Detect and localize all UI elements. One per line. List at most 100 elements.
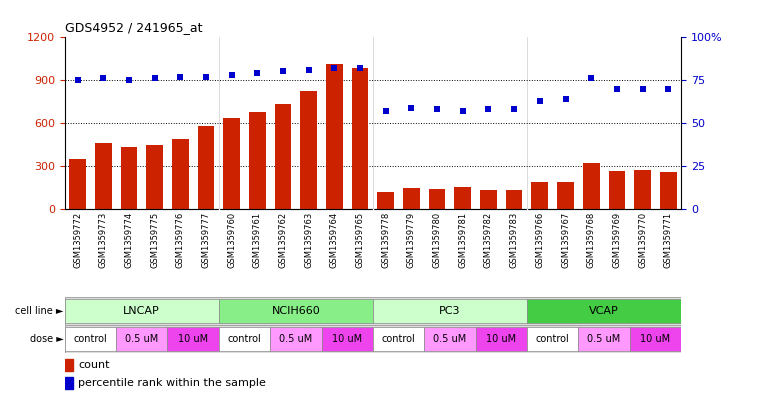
Point: [354, 65, 366, 71]
Bar: [219, 299, 373, 323]
Bar: [634, 170, 651, 209]
Point: [72, 77, 84, 83]
Text: control: control: [382, 334, 416, 344]
Bar: [373, 327, 425, 351]
Bar: [377, 192, 394, 209]
Text: GSM1359767: GSM1359767: [561, 212, 570, 268]
Point: [148, 75, 161, 81]
Point: [662, 85, 674, 92]
Point: [611, 85, 623, 92]
Bar: [95, 143, 112, 209]
Text: dose ►: dose ►: [30, 334, 63, 344]
Text: GSM1359770: GSM1359770: [638, 212, 647, 268]
Bar: [578, 327, 630, 351]
Point: [123, 77, 135, 83]
Bar: [326, 64, 342, 209]
Point: [225, 72, 237, 78]
Text: PC3: PC3: [439, 306, 460, 316]
Text: GSM1359765: GSM1359765: [355, 212, 365, 268]
Point: [277, 68, 289, 75]
Text: GSM1359762: GSM1359762: [279, 212, 288, 268]
Point: [457, 108, 469, 114]
Point: [406, 105, 418, 111]
Bar: [275, 105, 291, 209]
Text: GSM1359774: GSM1359774: [124, 212, 133, 268]
Text: NCIH660: NCIH660: [272, 306, 320, 316]
Bar: [506, 190, 523, 209]
Text: 10 uM: 10 uM: [486, 334, 517, 344]
Point: [380, 108, 392, 114]
Text: 0.5 uM: 0.5 uM: [125, 334, 158, 344]
Text: 10 uM: 10 uM: [640, 334, 670, 344]
Text: GSM1359769: GSM1359769: [613, 212, 622, 268]
Bar: [69, 159, 86, 209]
Bar: [425, 327, 476, 351]
Bar: [116, 327, 167, 351]
Bar: [527, 327, 578, 351]
Text: GSM1359771: GSM1359771: [664, 212, 673, 268]
Bar: [527, 299, 681, 323]
Text: GSM1359782: GSM1359782: [484, 212, 493, 268]
Text: count: count: [78, 360, 110, 370]
Point: [533, 97, 546, 104]
Bar: [249, 112, 266, 209]
Bar: [322, 327, 373, 351]
Text: GSM1359780: GSM1359780: [432, 212, 441, 268]
Point: [636, 85, 648, 92]
Bar: [454, 187, 471, 209]
Text: GSM1359777: GSM1359777: [202, 212, 211, 268]
Text: percentile rank within the sample: percentile rank within the sample: [78, 378, 266, 388]
Point: [508, 106, 521, 112]
Text: GDS4952 / 241965_at: GDS4952 / 241965_at: [65, 22, 202, 35]
Bar: [480, 190, 497, 209]
Text: GSM1359768: GSM1359768: [587, 212, 596, 268]
Point: [431, 106, 443, 112]
Bar: [660, 173, 677, 209]
Bar: [198, 126, 215, 209]
Point: [200, 73, 212, 80]
Text: LNCAP: LNCAP: [123, 306, 160, 316]
Bar: [583, 163, 600, 209]
Bar: [609, 171, 626, 209]
Text: 10 uM: 10 uM: [178, 334, 209, 344]
Bar: [146, 145, 163, 209]
Text: GSM1359772: GSM1359772: [73, 212, 82, 268]
Text: GSM1359764: GSM1359764: [330, 212, 339, 268]
Text: GSM1359776: GSM1359776: [176, 212, 185, 268]
Text: control: control: [536, 334, 569, 344]
Text: GSM1359779: GSM1359779: [407, 212, 416, 268]
Text: GSM1359763: GSM1359763: [304, 212, 314, 268]
Point: [251, 70, 263, 76]
Text: GSM1359773: GSM1359773: [99, 212, 108, 268]
Text: GSM1359778: GSM1359778: [381, 212, 390, 268]
Bar: [557, 182, 574, 209]
Bar: [476, 327, 527, 351]
Text: control: control: [228, 334, 261, 344]
Bar: [219, 327, 270, 351]
Bar: [373, 299, 527, 323]
Text: control: control: [74, 334, 107, 344]
Text: GSM1359783: GSM1359783: [510, 212, 519, 268]
Bar: [531, 182, 548, 209]
Text: 10 uM: 10 uM: [332, 334, 362, 344]
Text: GSM1359760: GSM1359760: [227, 212, 236, 268]
Point: [328, 65, 340, 71]
Text: 0.5 uM: 0.5 uM: [279, 334, 313, 344]
Bar: [167, 327, 219, 351]
Point: [585, 75, 597, 81]
Bar: [630, 327, 681, 351]
Bar: [223, 118, 240, 209]
Bar: [65, 358, 73, 371]
Text: 0.5 uM: 0.5 uM: [433, 334, 466, 344]
Bar: [270, 327, 322, 351]
Bar: [65, 376, 73, 389]
Text: GSM1359761: GSM1359761: [253, 212, 262, 268]
Text: cell line ►: cell line ►: [15, 306, 63, 316]
Text: GSM1359775: GSM1359775: [150, 212, 159, 268]
Text: GSM1359781: GSM1359781: [458, 212, 467, 268]
Point: [303, 66, 315, 73]
Bar: [301, 92, 317, 209]
Bar: [172, 139, 189, 209]
Bar: [65, 327, 116, 351]
Bar: [352, 68, 368, 209]
